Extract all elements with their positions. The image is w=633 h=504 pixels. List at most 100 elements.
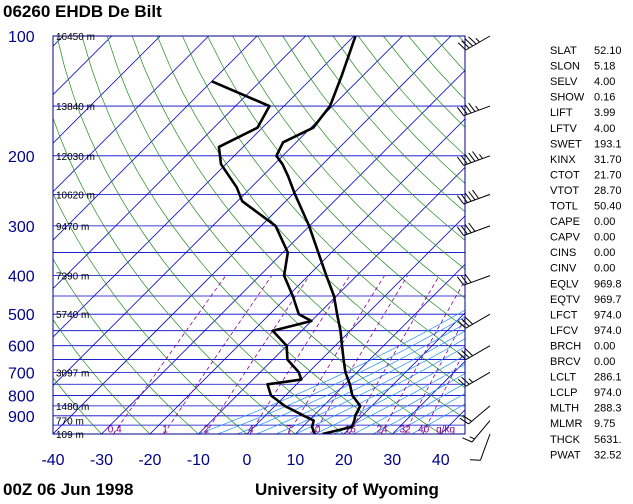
wind-barb-staff: [479, 433, 491, 461]
wind-barb-feather: [468, 152, 476, 162]
wind-barb-feather: [461, 376, 470, 385]
wind-barb-feather: [464, 154, 472, 163]
wind-barb: [457, 313, 491, 329]
wind-barb-feather: [456, 226, 465, 236]
index-value: 4.00: [594, 76, 615, 88]
height-label: 1480 m: [56, 402, 89, 413]
index-name: CTOT: [550, 169, 580, 181]
pressure-tick-label: 400: [8, 269, 35, 286]
wind-barb-staff: [463, 225, 491, 236]
index-name: THCK: [550, 434, 581, 446]
isotherm--40: [53, 36, 452, 434]
index-name: BRCH: [550, 340, 581, 352]
pressure-tick-label: 600: [8, 339, 35, 356]
mixing-ratio-label: g/kg: [436, 424, 455, 435]
temperature-tick-label: -10: [187, 452, 210, 469]
pressure-tick-label: 700: [8, 365, 35, 382]
temperature-tick-label: 0: [242, 452, 251, 469]
dry-adiabat: [131, 36, 465, 419]
index-name: LCLT: [550, 372, 576, 384]
mixing-ratio-line: [380, 279, 465, 434]
index-name: SLAT: [550, 45, 577, 57]
height-labels: 16450 m 13840 m 12030 m 10620 m 9470 m 7390 m…: [56, 32, 95, 441]
wind-barb-feather: [464, 273, 472, 283]
isotherm-10: [295, 263, 465, 434]
temperature-tick-label: 20: [335, 452, 353, 469]
wind-barb: [456, 102, 491, 117]
temperature-tick-label: -40: [41, 452, 64, 469]
height-label: 9470 m: [56, 222, 89, 233]
wind-barb-feather: [468, 102, 476, 112]
mixing-ratio-label: 24: [376, 424, 388, 435]
wind-barb-feather: [461, 40, 470, 49]
index-value: 50.40: [594, 201, 622, 213]
temperature-axis: -40 -30 -20 -10 0 10 20 30 40: [41, 452, 449, 469]
wind-barb-half-feather: [479, 154, 483, 159]
wind-barb-staff: [471, 420, 491, 443]
background-grid: [53, 36, 465, 434]
wind-barb: [456, 189, 491, 205]
mixing-ratio-label: 2: [204, 424, 210, 435]
index-value: 5.18: [594, 61, 615, 73]
index-name: CINS: [550, 247, 576, 259]
mixing-ratio-line: [204, 275, 310, 434]
wind-barb-feather: [464, 38, 474, 47]
wind-barb-feather: [461, 318, 470, 327]
isotherm--30: [101, 69, 465, 434]
index-name: CAPE: [550, 216, 580, 228]
dry-adiabat: [257, 36, 465, 270]
wind-barb-feather: [456, 107, 465, 116]
dewpoint-profile: [211, 80, 316, 434]
height-label: 7390 m: [56, 272, 89, 283]
mixing-ratio-line: [249, 275, 351, 434]
index-value: 0.00: [594, 356, 615, 368]
wind-barb-feather: [457, 320, 467, 329]
wind-barb-staff: [468, 405, 491, 425]
isotherm--70: [53, 36, 306, 290]
wind-barb-feather: [456, 156, 465, 166]
wind-barb: [469, 433, 491, 461]
dry-adiabat: [106, 36, 441, 434]
mixing-ratio-label: 1: [162, 424, 168, 435]
isotherm--50: [53, 36, 403, 387]
index-value: 21.70: [594, 169, 622, 181]
index-value: 193.1: [594, 138, 622, 150]
mixing-ratio-label: 40: [418, 424, 430, 435]
index-name: CINV: [550, 263, 577, 275]
mixing-ratio-label: 4: [248, 424, 254, 435]
wind-barb-feather: [456, 195, 465, 205]
height-label: 109 m: [56, 430, 84, 441]
wind-barb-staff: [463, 193, 491, 205]
height-label: 16450 m: [56, 32, 95, 43]
wind-barb-feather: [457, 42, 467, 51]
isotherm-0: [246, 215, 465, 434]
index-name: VTOT: [550, 185, 579, 197]
index-value: 31.70: [594, 154, 622, 166]
dry-adiabat: [156, 36, 465, 389]
isotherm--100: [53, 36, 161, 144]
moist-adiabat: [275, 338, 465, 434]
index-value: 969.7: [594, 294, 622, 306]
dry-adiabat: [53, 258, 199, 434]
moist-adiabat: [237, 323, 465, 434]
dry-adiabat: [81, 36, 393, 434]
wind-barb-half-feather: [475, 38, 480, 43]
index-name: LFTV: [550, 123, 578, 135]
height-label: 3097 m: [56, 368, 89, 379]
wind-barb-feather: [464, 224, 472, 233]
wind-barb-feather: [464, 316, 474, 325]
wind-barb-feather: [464, 192, 472, 202]
index-value: 0.00: [594, 340, 615, 352]
isotherm--10: [198, 166, 465, 434]
index-name: PWAT: [550, 449, 581, 461]
wind-barb-feather: [460, 275, 468, 285]
index-value: 3.99: [594, 107, 615, 119]
wind-barb-feather: [460, 105, 468, 115]
wind-barb-staff: [463, 275, 491, 286]
height-label: 13840 m: [56, 102, 95, 113]
mixing-ratio-labels: 0.4 1 2 4 7 10 16 24 32 40 g/kg: [108, 424, 455, 435]
index-name: LFCT: [550, 309, 578, 321]
temperature-tick-label: -30: [90, 452, 113, 469]
wind-barb: [456, 273, 491, 286]
index-name: EQTV: [550, 294, 581, 306]
